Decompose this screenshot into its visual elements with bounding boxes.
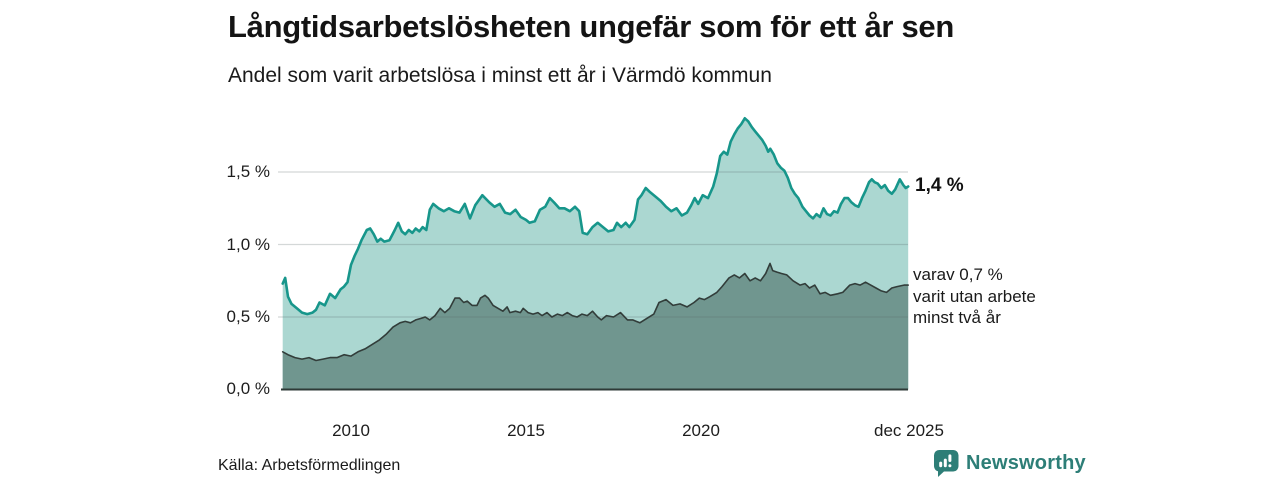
newsworthy-wordmark: Newsworthy xyxy=(966,452,1086,474)
source-note: Källa: Arbetsförmedlingen xyxy=(218,457,401,474)
y-axis-tick-label: 1,5 % xyxy=(226,162,270,181)
x-axis-tick-label: dec 2025 xyxy=(874,421,944,440)
end-value-label: 1,4 % xyxy=(915,175,964,196)
page-title: Långtidsarbetslösheten ungefär som för e… xyxy=(228,9,955,44)
x-axis-tick-label: 2015 xyxy=(507,421,545,440)
x-axis-tick-label: 2020 xyxy=(682,421,720,440)
secondary-annotation-line: varav 0,7 % xyxy=(913,265,1003,284)
y-axis-tick-label: 0,5 % xyxy=(226,307,270,326)
page-subtitle: Andel som varit arbetslösa i minst ett å… xyxy=(228,64,772,87)
y-axis-tick-label: 0,0 % xyxy=(226,379,270,398)
x-axis-tick-label: 2010 xyxy=(332,421,370,440)
newsworthy-logo-icon xyxy=(934,450,959,477)
secondary-annotation-line: varit utan arbete xyxy=(913,286,1036,306)
y-axis-tick-label: 1,0 % xyxy=(226,235,270,254)
secondary-annotation-line: minst två år xyxy=(913,308,1001,327)
newsworthy-logo[interactable]: Newsworthy xyxy=(933,449,1086,480)
secondary-annotation: varav 0,7 % varit utan arbete minst två … xyxy=(913,264,1036,329)
